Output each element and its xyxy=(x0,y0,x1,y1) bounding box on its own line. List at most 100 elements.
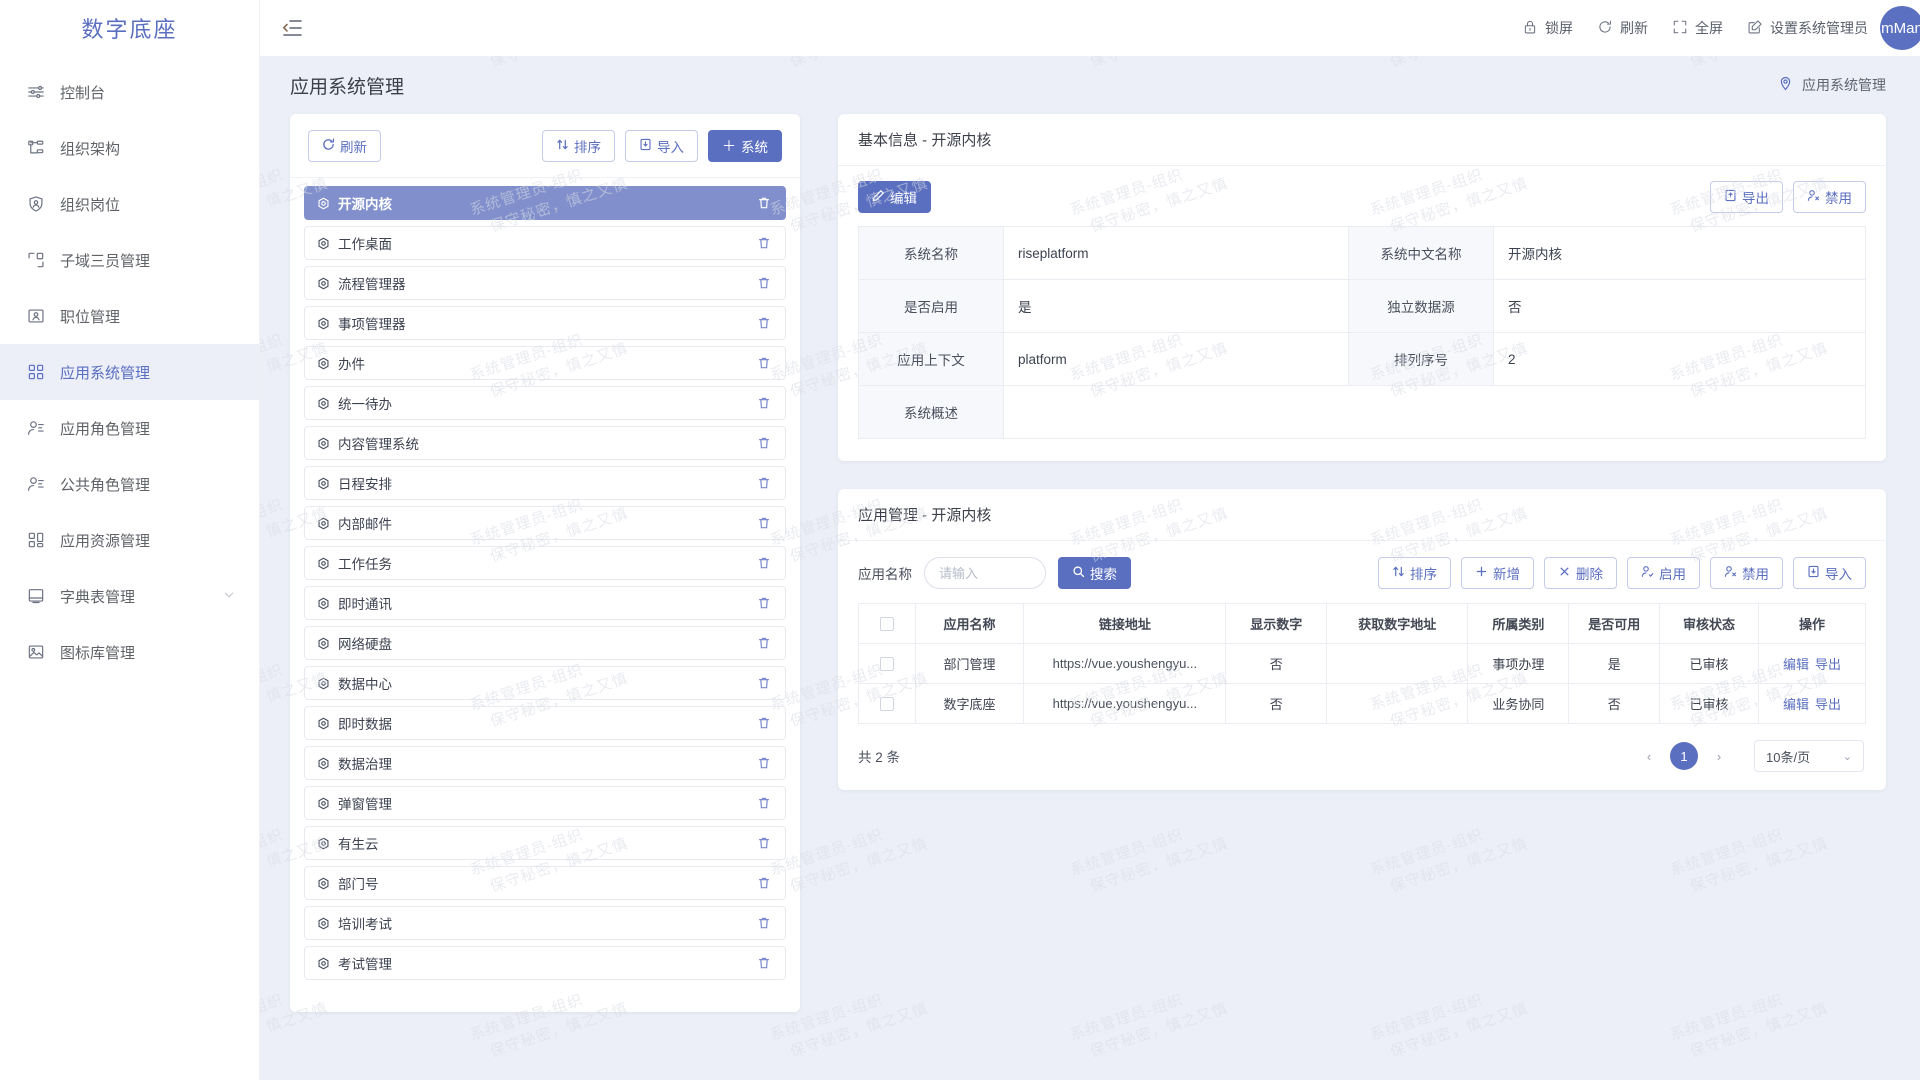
app-导入-button[interactable]: 导入 xyxy=(1793,557,1866,589)
system-list-item[interactable]: 统一待办 xyxy=(304,386,786,420)
edit-button[interactable]: 编辑 xyxy=(858,181,931,213)
search-button[interactable]: 搜索 xyxy=(1058,557,1131,589)
system-list-item[interactable]: 内部邮件 xyxy=(304,506,786,540)
system-list-item[interactable]: 工作桌面 xyxy=(304,226,786,260)
topbar: 锁屏 刷新 全屏 设置 系统管理员 mMan xyxy=(260,0,1920,56)
trash-icon[interactable] xyxy=(757,396,771,410)
app-启用-button[interactable]: 启用 xyxy=(1627,557,1700,589)
app-禁用-button[interactable]: 禁用 xyxy=(1710,557,1783,589)
system-list-item[interactable]: 数据中心 xyxy=(304,666,786,700)
system-list-item[interactable]: 办件 xyxy=(304,346,786,380)
topbar-action-设置[interactable]: 设置 xyxy=(1747,18,1798,38)
trash-icon[interactable] xyxy=(757,276,771,290)
system-list-item[interactable]: 即时数据 xyxy=(304,706,786,740)
sidebar-item-5[interactable]: 职位管理 xyxy=(0,288,259,344)
app-删除-button[interactable]: 删除 xyxy=(1544,557,1617,589)
trash-icon[interactable] xyxy=(757,356,771,370)
trash-icon[interactable] xyxy=(757,516,771,530)
sidebar-item-1[interactable]: 控制台 xyxy=(0,64,259,120)
trash-icon[interactable] xyxy=(757,676,771,690)
refresh-button[interactable]: 刷新 xyxy=(308,129,381,162)
trash-icon[interactable] xyxy=(757,876,771,890)
trash-icon[interactable] xyxy=(757,596,771,610)
page-prev-button[interactable]: ‹ xyxy=(1646,748,1652,764)
breadcrumb: 应用系统管理 xyxy=(1778,75,1886,95)
system-list-item[interactable]: 开源内核 xyxy=(304,186,786,220)
sidebar-item-6[interactable]: 应用系统管理 xyxy=(0,344,259,400)
import-button[interactable]: 导入 xyxy=(625,129,698,162)
app-新增-button[interactable]: 新增 xyxy=(1461,557,1534,589)
system-list-item[interactable]: 数据治理 xyxy=(304,746,786,780)
user-off-icon xyxy=(1807,189,1820,205)
table-row[interactable]: 数字底座 https://vue.youshengyu... 否业务协同否已审核 编辑… xyxy=(858,683,1867,724)
topbar-username[interactable]: 系统管理员 xyxy=(1798,20,1868,36)
op-编辑-link[interactable]: 编辑 xyxy=(1782,697,1809,712)
system-list-item[interactable]: 流程管理器 xyxy=(304,266,786,300)
app-排序-button[interactable]: 排序 xyxy=(1378,557,1451,589)
trash-icon[interactable] xyxy=(757,916,771,930)
sidebar-item-7[interactable]: 应用角色管理 xyxy=(0,400,259,456)
system-list-item[interactable]: 部门号 xyxy=(304,866,786,900)
page-next-button[interactable]: › xyxy=(1716,748,1722,764)
op-编辑-link[interactable]: 编辑 xyxy=(1782,657,1809,672)
page-number-1[interactable]: 1 xyxy=(1670,742,1698,770)
search-input[interactable] xyxy=(924,557,1046,589)
sidebar-item-9[interactable]: 应用资源管理 xyxy=(0,512,259,568)
op-导出-link[interactable]: 导出 xyxy=(1814,697,1841,712)
trash-icon[interactable] xyxy=(757,636,771,650)
trash-icon[interactable] xyxy=(757,236,771,250)
menu-fold-icon[interactable] xyxy=(282,17,304,39)
app-toolbar-buttons: 排序 新增 删除 启用 禁用 导入 xyxy=(1378,557,1866,589)
trash-icon[interactable] xyxy=(757,756,771,770)
import-icon xyxy=(639,138,652,154)
row-checkbox[interactable] xyxy=(879,697,894,712)
system-list[interactable]: 开源内核工作桌面流程管理器事项管理器办件统一待办内容管理系统 日程安排内部邮件工作… xyxy=(290,178,800,1012)
system-list-item[interactable]: 事项管理器 xyxy=(304,306,786,340)
system-list-item[interactable]: 即时通讯 xyxy=(304,586,786,620)
system-list-item[interactable]: 有生云 xyxy=(304,826,786,860)
trash-icon[interactable] xyxy=(757,556,771,570)
topbar-action-全屏[interactable]: 全屏 xyxy=(1672,18,1723,38)
target-dot-icon xyxy=(317,677,330,690)
add-system-button[interactable]: ＋ 系统 xyxy=(708,129,782,162)
avatar[interactable]: mMan xyxy=(1880,6,1920,50)
system-name: 培训考试 xyxy=(338,917,392,932)
system-list-item[interactable]: 培训考试 xyxy=(304,906,786,940)
sidebar-item-label: 图标库管理 xyxy=(60,644,136,662)
topbar-action-刷新[interactable]: 刷新 xyxy=(1597,18,1648,38)
system-list-item[interactable]: 考试管理 xyxy=(304,946,786,980)
sidebar-item-8[interactable]: 公共角色管理 xyxy=(0,456,259,512)
sidebar-item-11[interactable]: 图标库管理 xyxy=(0,624,259,680)
target-dot-icon xyxy=(317,917,330,930)
op-导出-link[interactable]: 导出 xyxy=(1814,657,1841,672)
sidebar-item-2[interactable]: 组织架构 xyxy=(0,120,259,176)
system-list-item[interactable]: 内容管理系统 xyxy=(304,426,786,460)
system-list-item[interactable]: 日程安排 xyxy=(304,466,786,500)
system-list-item[interactable]: 弹窗管理 xyxy=(304,786,786,820)
row-checkbox[interactable] xyxy=(879,657,894,672)
system-list-toolbar: 刷新 排序 xyxy=(290,114,800,178)
topbar-action-锁屏[interactable]: 锁屏 xyxy=(1522,18,1573,38)
table-row[interactable]: 部门管理 https://vue.youshengyu... 否事项办理是已审核 编辑… xyxy=(858,643,1867,684)
page-size-select[interactable]: 10条/页 ⌄ xyxy=(1754,740,1864,772)
trash-icon[interactable] xyxy=(757,476,771,490)
export-button[interactable]: 导出 xyxy=(1710,181,1783,213)
search-label: 搜索 xyxy=(1090,567,1117,582)
sidebar-item-3[interactable]: 组织岗位 xyxy=(0,176,259,232)
system-list-item[interactable]: 工作任务 xyxy=(304,546,786,580)
disable-button[interactable]: 禁用 xyxy=(1793,181,1866,213)
sidebar-item-4[interactable]: 子域三员管理 xyxy=(0,232,259,288)
trash-icon[interactable] xyxy=(757,956,771,970)
system-list-item[interactable]: 网络硬盘 xyxy=(304,626,786,660)
trash-icon[interactable] xyxy=(757,316,771,330)
trash-icon[interactable] xyxy=(757,436,771,450)
main-column: 锁屏 刷新 全屏 设置 系统管理员 mMan 系统管理员-组织 保守秘密，慎之又慎 系统管… xyxy=(260,0,1920,1080)
trash-icon[interactable] xyxy=(757,716,771,730)
sort-button[interactable]: 排序 xyxy=(542,129,615,162)
sidebar-item-10[interactable]: 字典表管理 xyxy=(0,568,259,624)
trash-icon[interactable] xyxy=(757,796,771,810)
trash-icon[interactable] xyxy=(757,196,771,210)
select-all-checkbox[interactable] xyxy=(879,617,894,632)
trash-icon[interactable] xyxy=(757,836,771,850)
target-dot-icon xyxy=(317,197,330,210)
